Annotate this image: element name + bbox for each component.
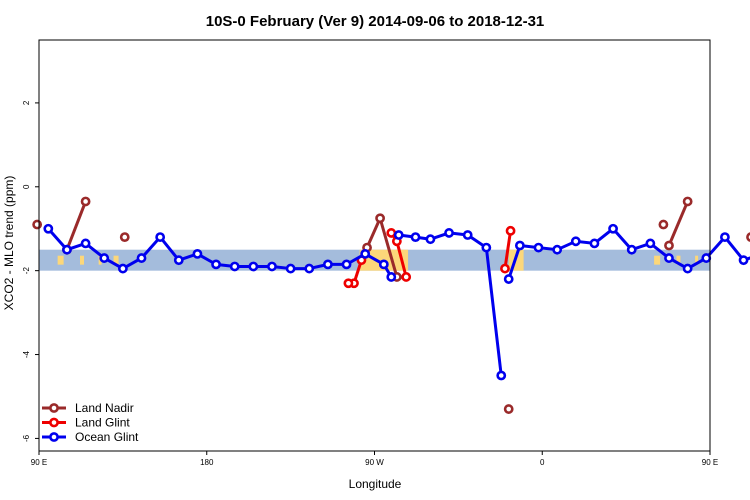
land-nadir-point — [80, 196, 91, 207]
ocean-glint-point — [136, 253, 147, 263]
ocean-glint-point — [155, 232, 166, 243]
ocean-glint-point — [80, 238, 91, 249]
legend-item-land-glint: Land Glint — [42, 416, 130, 430]
ocean-glint-point — [248, 261, 259, 272]
island-speck — [654, 255, 661, 265]
legend-item-ocean-glint: Ocean Glint — [42, 430, 139, 444]
ocean-glint-point — [173, 255, 184, 266]
ocean-glint-point — [341, 259, 352, 270]
land-nadir-point — [682, 196, 693, 207]
ocean-glint-point — [323, 259, 333, 270]
y-tick-label: 0 — [22, 184, 31, 189]
legend-label: Ocean Glint — [75, 430, 139, 444]
y-tick-label: -6 — [22, 434, 31, 442]
ocean-glint-point — [645, 238, 656, 249]
ocean-glint-point — [570, 236, 581, 247]
y-tick-label: 2 — [22, 100, 31, 105]
land-nadir-point — [746, 232, 750, 242]
y-axis-label: XCO2 - MLO trend (ppm) — [2, 176, 16, 311]
ocean-glint-point — [608, 223, 618, 234]
land-glint-point — [500, 263, 510, 274]
ocean-glint-point — [626, 244, 637, 255]
ocean-glint-point — [514, 240, 525, 251]
y-tick-label: -4 — [22, 350, 31, 358]
land-nadir-point — [375, 213, 385, 224]
legend-swatch-marker — [49, 432, 59, 442]
ocean-glint-point — [533, 242, 544, 253]
ocean-glint-point — [738, 255, 749, 266]
legend-item-land-nadir: Land Nadir — [42, 401, 134, 415]
ocean-glint-point — [701, 253, 712, 263]
ocean-glint-point — [552, 244, 563, 255]
land-glint-point — [505, 225, 516, 236]
land-glint-point — [386, 228, 397, 238]
series-ocean-glint — [43, 223, 750, 381]
land-nadir-point — [664, 240, 674, 251]
plot-area — [32, 39, 750, 452]
legend-swatch-marker — [49, 417, 59, 428]
land-glint-point — [343, 278, 354, 289]
x-axis-label: Longitude — [349, 477, 402, 491]
land-glint-point — [401, 272, 412, 282]
land-nadir-line — [667, 200, 690, 247]
ocean-glint-point — [43, 223, 54, 234]
land-nadir-point — [119, 232, 130, 243]
ocean-glint-point — [393, 230, 404, 240]
ocean-glint-point — [192, 248, 203, 259]
series-land-glint — [343, 225, 516, 289]
island-speck — [676, 255, 681, 265]
x-axis: 90 E 180 90 W 0 90 E — [31, 451, 718, 467]
y-axis: 2 0 -2 -4 -6 — [22, 100, 39, 442]
island-speck — [57, 255, 64, 265]
ocean-glint-point — [211, 259, 221, 270]
ocean-glint-point — [410, 232, 421, 243]
ocean-glint-point — [360, 248, 371, 259]
series-layer — [32, 196, 750, 414]
plot-frame — [38, 39, 711, 452]
x-tick-label: 90 E — [31, 458, 47, 467]
island-speck — [695, 255, 699, 265]
ocean-glint-point — [496, 370, 507, 381]
island-speck — [113, 255, 119, 265]
land-nadir-point — [32, 219, 43, 230]
ocean-glint-point — [99, 253, 110, 263]
ocean-glint-point — [481, 242, 492, 253]
chart-title: 10S-0 February (Ver 9) 2014-09-06 to 201… — [206, 13, 545, 30]
land-glint-line — [503, 230, 513, 269]
ocean-glint-point — [117, 263, 128, 274]
ocean-glint-point — [229, 261, 240, 272]
x-tick-label: 180 — [200, 458, 214, 467]
ocean-glint-point — [682, 263, 693, 274]
ocean-glint-point — [267, 261, 277, 272]
x-tick-label: 90 E — [702, 458, 718, 467]
ocean-glint-point — [720, 232, 730, 243]
x-tick-label: 0 — [540, 458, 545, 467]
ocean-glint-point — [386, 272, 397, 282]
island-speck — [80, 255, 85, 265]
ocean-glint-point — [503, 274, 514, 284]
ocean-glint-point — [285, 263, 296, 274]
ocean-glint-point — [62, 244, 72, 255]
ocean-glint-point — [664, 253, 674, 263]
land-nadir-point — [658, 219, 669, 230]
land-nadir-line — [65, 200, 87, 251]
legend-label: Land Glint — [75, 416, 130, 430]
y-tick-label: -2 — [22, 267, 31, 275]
ocean-glint-point — [589, 238, 600, 249]
ocean-glint-point — [378, 259, 389, 270]
ocean-glint-point — [304, 263, 315, 274]
legend-swatch-marker — [49, 403, 59, 413]
ocean-glint-point — [425, 234, 436, 245]
legend-label: Land Nadir — [75, 401, 134, 415]
x-tick-label: 90 W — [365, 458, 384, 467]
ocean-glint-point — [444, 228, 454, 238]
land-nadir-point — [503, 404, 514, 414]
ocean-glint-point — [462, 230, 473, 240]
